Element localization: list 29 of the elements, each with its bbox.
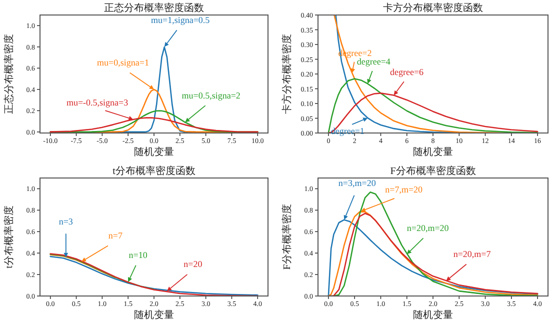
annotation: n=7,m=20 [385,184,424,194]
annotation: mu=1,signa=0.5 [151,14,210,25]
x-axis-title: 随机变量 [413,309,453,321]
line-series [50,254,116,278]
x-axis-title: 随机变量 [134,146,174,158]
y-axis-title: t分布概率密度 [3,206,15,268]
annotation: mu=0,signa=1 [97,57,149,68]
annotation: mu=-0.5,signa=3 [66,98,129,108]
annotation: mu=0.5,signa=2 [182,90,240,100]
y-axis-title: 卡方分布概率密度 [281,34,293,114]
chart-title: F分布概率密度函数 [390,165,476,177]
annotation: n=20,m=20 [406,223,450,234]
annotation: n=10 [128,250,148,260]
annotation: degree=6 [390,67,424,78]
x-axis-title: 随机变量 [413,146,453,158]
annotation: n=3,m=20 [338,178,376,188]
annotation: n=7 [108,230,123,241]
annotation: degree=4 [356,56,391,67]
x-axis-title: 随机变量 [134,309,174,321]
chart-title: t分布概率密度函数 [112,165,196,177]
chart-title: 卡方分布概率密度函数 [383,2,483,14]
annotation: n=3 [58,216,74,226]
chart-title: 正态分布概率密度函数 [104,2,204,14]
annotation: n=20 [184,259,203,270]
y-axis-title: F分布概率密度 [281,204,293,270]
y-axis-title: 正态分布概率密度 [3,34,15,114]
annotation: n=20,m=7 [453,248,492,259]
line-series [50,117,258,133]
line-series [50,254,155,290]
